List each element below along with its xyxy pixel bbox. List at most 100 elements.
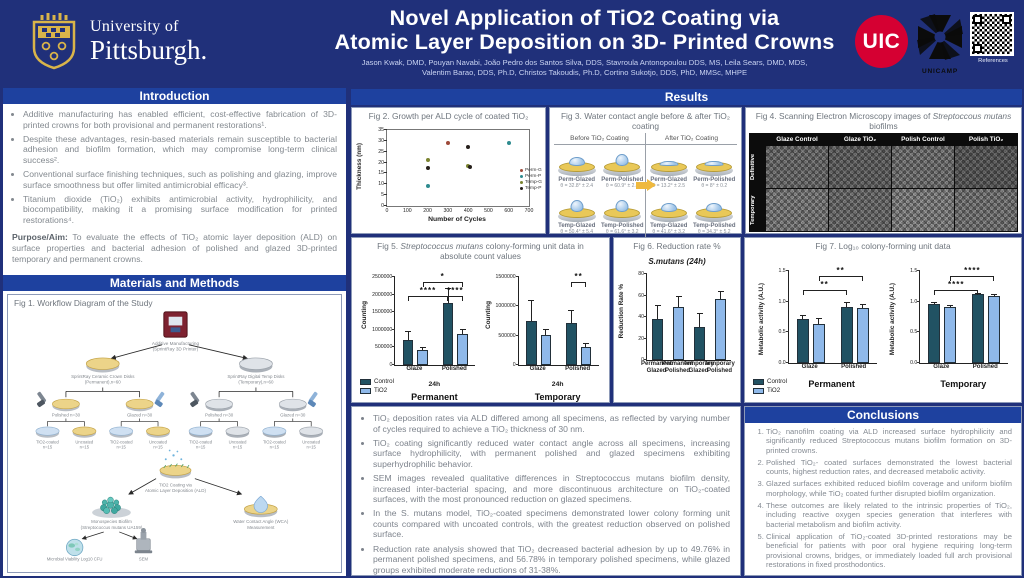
sem-image: [892, 146, 954, 188]
data-bar: [840, 306, 853, 363]
y-tick-label: 0: [389, 362, 393, 368]
tio2-legend-label: TiO2: [374, 387, 388, 394]
fig6-plot: 0 20 40 60 80: [638, 271, 731, 363]
error-bar: [678, 296, 679, 307]
y-tick-label: 0: [381, 203, 384, 209]
title-block: Novel Application of TiO2 Coating via At…: [320, 6, 849, 77]
sem-image: [955, 146, 1017, 188]
error-bar: [545, 328, 547, 335]
legend-label: Perm-G: [524, 168, 542, 174]
wca-icon: [243, 495, 278, 518]
y-tick-label: 15: [378, 170, 384, 177]
error-bar: [570, 310, 572, 323]
sem-image: [766, 146, 828, 188]
y-tick-mark: [785, 270, 789, 271]
legend-dot: [519, 187, 523, 191]
x-category-label: Glaze: [406, 366, 423, 372]
fig4-panel: Fig 4. Scanning Electron Microscopy imag…: [745, 107, 1022, 234]
error-bar-cap: [696, 313, 703, 315]
results-bullet: TiO₂ coating significantly reduced water…: [373, 438, 730, 470]
y-tick-label: 1000000: [372, 326, 393, 333]
section-introduction: Introduction: [3, 88, 346, 104]
data-point: [445, 141, 450, 146]
data-bar: [796, 319, 809, 363]
polish-brush-icon: [190, 391, 200, 408]
fig7-temporary-chart: Metabolic activity (A.U.) 0.0 0.5 1.0 1.5 **…: [889, 267, 1009, 389]
legend-entry: Temp-P: [519, 186, 542, 191]
intro-bullet: Despite these advantages, resin-based ma…: [23, 134, 337, 166]
wca-item: Temp-Polished θ = 34.3° ± 5.2: [692, 191, 738, 237]
data-bar: [402, 340, 414, 365]
fig4-caption: Fig 4. Scanning Electron Microscopy imag…: [755, 111, 1012, 131]
fig1-panel: Fig 1. Workflow Diagram of the Study Add…: [7, 294, 342, 573]
fig4-corner: [750, 134, 765, 145]
wca-label: Water Contact Angle (WCA): [233, 519, 289, 524]
conclusion-item: Polished TiO₂- coated surfaces demonstra…: [766, 458, 1012, 477]
x-tick-label: 500: [484, 208, 493, 214]
data-bar: [988, 295, 1001, 363]
authors: Jason Kwak, DMD, Pouyan Navabi, João Ped…: [320, 58, 849, 77]
perm-disk-label: SprintRay Ceramic Crown Disks: [71, 374, 135, 379]
y-tick-mark: [384, 183, 387, 185]
y-tick-label: 500000: [375, 344, 393, 351]
data-bar: [972, 294, 985, 363]
error-bar-cap: [419, 346, 426, 348]
wca-item: Temp-Glazed θ = 41.6° ± 3.2: [646, 191, 692, 237]
error-bar-cap: [582, 343, 589, 345]
conclusion-item: These outcomes are likely related to the…: [766, 501, 1012, 529]
fig7-temp-plot: 0.0 0.5 1.0 1.5 **** ****: [910, 267, 1009, 366]
data-bar: [525, 321, 537, 365]
fig2-y-axis-label: Thickness (nm): [356, 143, 363, 190]
error-bar-cap: [542, 328, 549, 330]
data-point: [506, 141, 511, 146]
perm-glazed-disk-icon: [125, 398, 154, 412]
fig3-caption: Fig 3. Water contact angle before & afte…: [560, 111, 731, 131]
control-legend-label: Control: [767, 378, 787, 385]
sem-image: [892, 189, 954, 231]
authors-line1: Jason Kwak, DMD, Pouyan Navabi, João Ped…: [361, 58, 808, 67]
y-tick-label: 0.5: [910, 329, 918, 336]
data-bar: [928, 304, 941, 363]
pittsburgh-text: Pittsburgh.: [90, 34, 208, 65]
fig7-perm-y-label: Metabolic activity (A.U.): [757, 283, 765, 356]
wca-item: Temp-Polished θ = 61.6° ± 3.2: [600, 191, 646, 237]
purpose-aim: Purpose/Aim: To evaluate the effects of …: [12, 232, 337, 264]
y-tick-label: 35: [378, 127, 384, 133]
data-bar: [812, 323, 825, 363]
temp-disk-label: SprintRay Digital Temp Disks: [227, 374, 285, 379]
fig7-permanent-chart: Metabolic activity (A.U.) 0.0 0.5 1.0 1.5 **…: [758, 267, 877, 389]
y-tick-label: 1500000: [372, 309, 393, 316]
x-category-label: Glaze: [529, 366, 546, 372]
y-tick-mark: [384, 139, 387, 141]
fig5-temp-footer: Temporary: [534, 392, 581, 402]
data-bar: [714, 298, 727, 360]
unicamp-label: UNICAMP: [922, 68, 958, 75]
svg-text:n=15: n=15: [307, 445, 317, 450]
ald-coating-icon: [159, 449, 192, 479]
sig-label: ****: [419, 286, 437, 295]
y-tick-mark: [392, 364, 396, 365]
printer-icon: [163, 311, 188, 338]
wca-item: Perm-Glazed θ = 32.8° ± 2.4: [554, 145, 600, 191]
data-bar: [580, 346, 592, 365]
introduction-bullets: Additive manufacturing has enabled effic…: [12, 109, 337, 226]
data-bar: [457, 334, 469, 365]
university-of-text: University of: [90, 17, 179, 35]
sem-image: [955, 189, 1017, 231]
fig5-temp-y-label: Counting: [484, 301, 492, 330]
ald-label: Atomic Layer Deposition (ALD): [145, 488, 206, 493]
fig2-scatter-chart: Thickness (nm) 0 5 10 15 20 25 30 35 0 100 200 300 4…: [356, 127, 545, 223]
glazed-label: Glazed n=30: [127, 413, 153, 418]
sem-label: SEM: [139, 557, 149, 562]
y-tick-mark: [384, 194, 387, 196]
unicamp-emblem-icon: [917, 14, 963, 60]
qr-references-label: References: [978, 58, 1008, 64]
fig5-permanent-chart: Counting 0 500000 1000000 1500000 2000000 250…: [361, 273, 476, 402]
y-tick-mark: [392, 328, 396, 330]
error-bar: [530, 300, 532, 321]
svg-text:Uncoated: Uncoated: [75, 440, 93, 445]
polish-brush-icon: [36, 391, 47, 408]
purpose-label: Purpose/Aim:: [12, 231, 68, 242]
svg-text:n=15: n=15: [80, 445, 90, 450]
disk-droplet-icon: [649, 198, 688, 222]
